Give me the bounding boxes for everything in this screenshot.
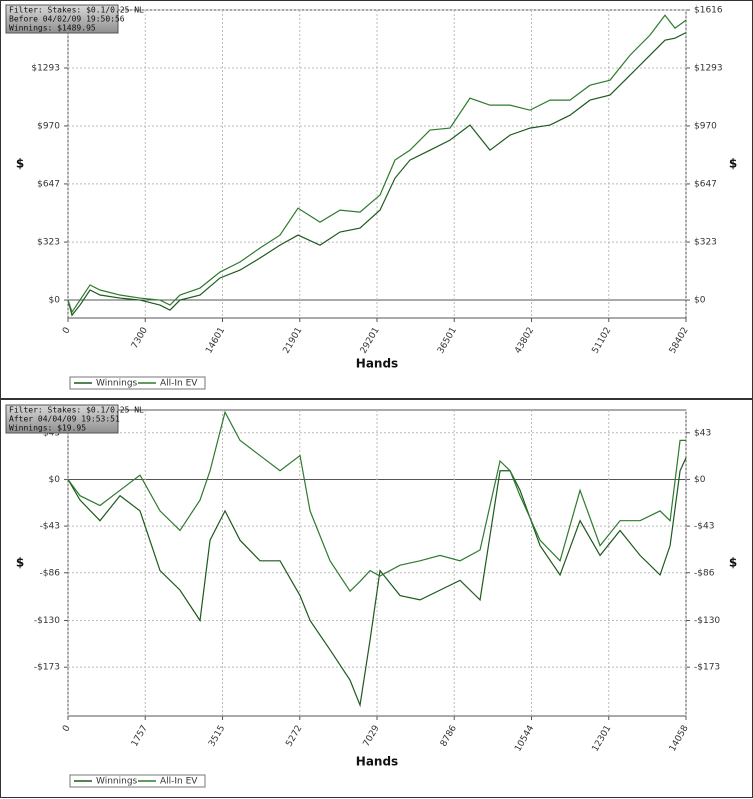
- x-tick-label: 58402: [668, 326, 691, 356]
- info-text: Filter: Stakes: $0.1/0.25 NL: [9, 6, 144, 15]
- y2-tick-label: $323: [694, 238, 717, 248]
- y2-tick-label: -$130: [694, 616, 720, 626]
- y2-tick-label: $43: [694, 428, 711, 438]
- y2-axis-title: $: [729, 556, 737, 570]
- y-tick-label: $0: [49, 296, 61, 306]
- x-tick-label: 21901: [282, 326, 305, 356]
- y2-tick-label: -$43: [694, 522, 714, 532]
- x-tick-label: 14058: [668, 724, 691, 754]
- x-tick-label: 1757: [130, 724, 150, 749]
- x-tick-label: 7029: [362, 724, 382, 749]
- legend-label: All-In EV: [160, 379, 198, 389]
- series-line: [67, 410, 686, 593]
- x-tick-label: 12301: [591, 724, 614, 754]
- x-tick-label: 0: [61, 724, 73, 734]
- x-tick-label: 7300: [130, 326, 150, 351]
- x-tick-label: 14601: [204, 326, 227, 356]
- y2-tick-label: $1293: [694, 63, 723, 73]
- series-line: [67, 14, 687, 314]
- y-tick-label: $323: [37, 238, 60, 248]
- chart: $0 $0 $323 $323 $647 $647 $970 $970 $1293 $1293 $1…: [5, 4, 737, 390]
- x-tick-label: 5272: [284, 724, 304, 749]
- info-text: Winnings: $1489.95: [9, 24, 96, 33]
- legend-box: [69, 774, 206, 788]
- series-line: [67, 32, 687, 317]
- y-tick-label: $0: [49, 475, 61, 485]
- legend-label: All-In EV: [160, 777, 198, 787]
- y2-tick-label: -$173: [694, 663, 720, 673]
- y-tick-label: $1293: [31, 63, 60, 73]
- x-tick-label: 29201: [359, 326, 382, 356]
- y-tick-label: -$173: [34, 663, 60, 673]
- y2-axis-title: $: [729, 157, 737, 171]
- info-text: Winnings: $19.95: [9, 424, 86, 433]
- y2-tick-label: -$86: [694, 568, 715, 578]
- series-line: [67, 457, 687, 708]
- y-axis-title: $: [16, 157, 24, 171]
- x-tick-label: 3515: [207, 724, 227, 749]
- y2-tick-label: $0: [694, 296, 706, 306]
- info-text: Before 04/02/09 19:50:56: [9, 15, 125, 24]
- y2-tick-label: $647: [694, 179, 717, 189]
- y-tick-label: $970: [37, 121, 60, 131]
- x-axis-title: Hands: [356, 357, 398, 371]
- x-tick-label: 0: [61, 326, 73, 336]
- x-tick-label: 8786: [439, 724, 459, 749]
- legend-box: [69, 376, 206, 390]
- x-tick-label: 36501: [436, 326, 459, 356]
- info-box: [5, 4, 119, 34]
- y-tick-label: $647: [37, 179, 60, 189]
- y2-tick-label: $970: [694, 121, 717, 131]
- info-box: [5, 404, 119, 434]
- y2-tick-label: $0: [694, 475, 706, 485]
- y-tick-label: -$86: [40, 568, 61, 578]
- info-text: After 04/04/09 19:53:51: [9, 415, 120, 424]
- y-tick-label: -$130: [34, 616, 60, 626]
- x-tick-label: 51102: [591, 326, 614, 356]
- info-text: Filter: Stakes: $0.1/0.25 NL: [9, 406, 144, 415]
- legend-label: Winnings: [96, 777, 138, 787]
- y-tick-label: -$43: [40, 522, 60, 532]
- chart: -$173 -$173 -$130 -$130 -$86 -$86 -$43 -$43 $0 $0…: [5, 404, 737, 788]
- x-tick-label: 10544: [513, 724, 536, 754]
- y2-tick-label: $1616: [694, 6, 723, 16]
- legend-label: Winnings: [96, 379, 138, 389]
- x-axis-title: Hands: [356, 755, 398, 769]
- y-axis-title: $: [16, 556, 24, 570]
- x-tick-label: 43802: [513, 326, 536, 356]
